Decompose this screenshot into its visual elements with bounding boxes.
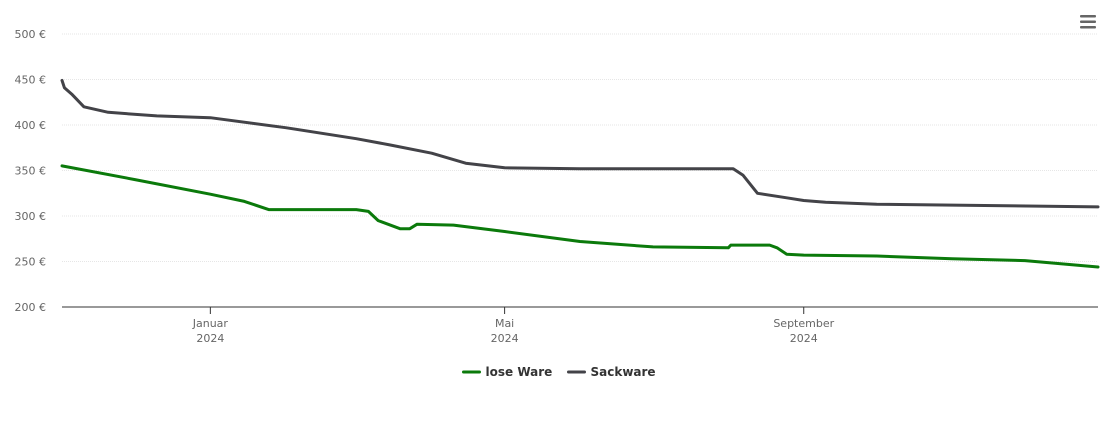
y-axis: 200 € 250 € 300 € 350 € 400 € 450 € 500 €: [15, 28, 47, 314]
series-line-1: [60, 78, 1100, 209]
legend-label: lose Ware: [486, 365, 553, 379]
x-tick-year-label: 2024: [491, 332, 519, 345]
chart-menu-button[interactable]: [1079, 14, 1097, 30]
legend-item-0[interactable]: lose Ware: [462, 365, 553, 379]
x-axis: Januar 2024 Mai 2024 September 2024: [62, 306, 1098, 345]
y-tick-label: 250 €: [15, 256, 47, 269]
x-tick-month-label: Mai: [495, 317, 514, 330]
y-tick-label: 450 €: [15, 74, 47, 87]
x-tick-month-label: Januar: [192, 317, 229, 330]
y-tick-label: 350 €: [15, 165, 47, 178]
y-tick-label: 400 €: [15, 119, 47, 132]
legend-item-1[interactable]: Sackware: [567, 365, 656, 379]
series-line-0: [60, 164, 1100, 269]
legend: lose Ware Sackware: [462, 365, 656, 379]
legend-label: Sackware: [591, 365, 656, 379]
y-tick-label: 300 €: [15, 210, 47, 223]
y-tick-label: 200 €: [15, 301, 47, 314]
grid-lines: [62, 33, 1098, 262]
y-tick-label: 500 €: [15, 28, 47, 41]
x-tick-month-label: September: [773, 317, 834, 330]
hamburger-menu-icon: [1080, 15, 1096, 29]
series-layer: [60, 78, 1100, 269]
x-tick-year-label: 2024: [196, 332, 224, 345]
x-tick-year-label: 2024: [790, 332, 818, 345]
